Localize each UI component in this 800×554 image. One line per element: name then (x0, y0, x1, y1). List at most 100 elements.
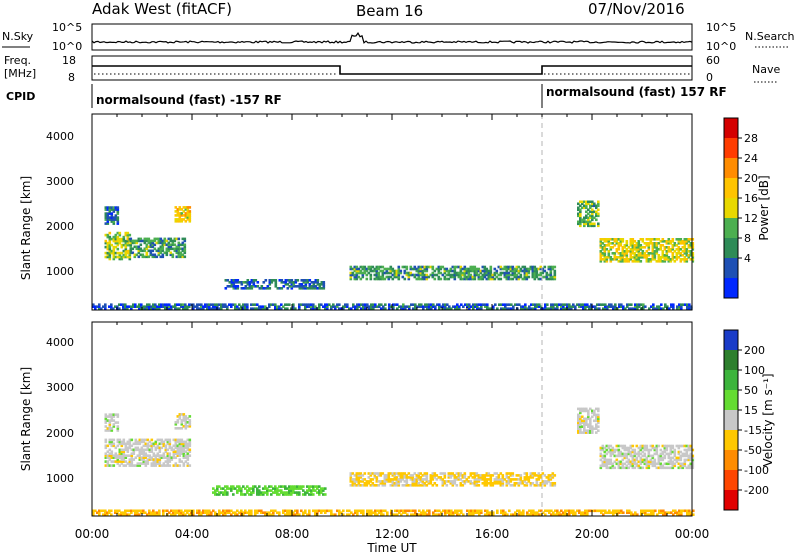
echo-cell (364, 303, 367, 306)
echo-cell (136, 513, 139, 516)
echo-cell (629, 446, 633, 450)
echo-cell (166, 452, 170, 455)
echo-cell (691, 464, 695, 468)
echo-cell (186, 214, 190, 217)
echo-cell (417, 478, 421, 481)
echo-cell (657, 260, 661, 263)
echo-cell (593, 210, 596, 214)
echo-cell (292, 285, 296, 288)
echo-cell (104, 255, 108, 259)
echo-cell (457, 265, 461, 269)
echo-cell (396, 509, 399, 513)
echo-cell (631, 462, 635, 466)
echo-cell (152, 513, 155, 516)
echo-cell (161, 247, 165, 251)
echo-cell (671, 254, 675, 257)
echo-cell (519, 482, 523, 485)
echo-cell (676, 511, 679, 514)
echo-cell (306, 491, 309, 494)
echo-cell (296, 487, 299, 490)
echo-cell (160, 454, 164, 457)
echo-cell (226, 307, 229, 310)
echo-cell (615, 238, 619, 241)
echo-cell (547, 478, 551, 481)
echo-cell (110, 216, 114, 219)
echo-cell (367, 476, 371, 479)
echo-cell (620, 509, 623, 513)
echo-cell (294, 307, 297, 310)
echo-cell (154, 307, 157, 310)
echo-cell (420, 513, 423, 516)
echo-cell (651, 446, 655, 450)
echo-cell (174, 220, 178, 223)
echo-cell (232, 485, 235, 488)
echo-cell (629, 444, 633, 448)
echo-cell (200, 513, 203, 516)
echo-cell (637, 452, 641, 456)
echo-cell (338, 509, 341, 513)
echo-cell (116, 438, 120, 442)
echo-cell (469, 472, 473, 475)
echo-cell (653, 446, 657, 450)
echo-cell (587, 222, 590, 226)
echo-cell (517, 484, 521, 487)
echo-cell (240, 511, 243, 514)
echo-cell (659, 448, 663, 452)
echo-cell (168, 440, 172, 444)
echo-cell (625, 250, 629, 253)
echo-cell (153, 243, 157, 247)
echo-cell (479, 478, 483, 481)
echo-cell (208, 511, 211, 514)
echo-cell (507, 476, 511, 479)
echo-cell (142, 305, 145, 308)
echo-cell (274, 491, 277, 494)
echo-cell (603, 238, 607, 241)
echo-cell (423, 474, 427, 477)
echo-cell (526, 511, 529, 514)
echo-cell (665, 256, 669, 259)
echo-cell (587, 218, 590, 222)
echo-cell (108, 425, 112, 428)
echo-cell (135, 239, 139, 243)
echo-cell (160, 442, 164, 446)
echo-cell (663, 462, 667, 466)
echo-cell (671, 464, 675, 468)
echo-cell (136, 509, 139, 513)
echo-cell (226, 509, 229, 513)
echo-cell (367, 480, 371, 483)
echo-cell (383, 271, 387, 275)
echo-cell (234, 513, 237, 516)
echo-cell (362, 305, 365, 308)
echo-cell (384, 307, 387, 310)
echo-cell (513, 478, 517, 481)
echo-cell (222, 493, 225, 496)
echo-cell (173, 247, 177, 251)
echo-cell (156, 511, 159, 514)
echo-cell (439, 271, 443, 275)
echo-cell (651, 250, 655, 253)
echo-cell (685, 248, 689, 251)
echo-cell (678, 511, 681, 514)
echo-cell (104, 214, 108, 217)
echo-cell (256, 487, 259, 490)
echo-cell (496, 511, 499, 514)
echo-cell (669, 448, 673, 452)
echo-cell (302, 281, 306, 284)
echo-cell (381, 273, 385, 277)
echo-cell (623, 466, 627, 470)
echo-cell (583, 427, 586, 430)
echo-cell (260, 511, 263, 514)
echo-cell (236, 485, 239, 488)
echo-cell (407, 476, 411, 479)
echo-cell (369, 269, 373, 273)
echo-cell (112, 237, 116, 241)
echo-cell (381, 269, 385, 273)
echo-cell (651, 242, 655, 245)
echo-cell (550, 513, 553, 516)
echo-cell (451, 474, 455, 477)
echo-cell (369, 275, 373, 279)
echo-cell (164, 460, 168, 463)
echo-cell (158, 511, 161, 514)
echo-cell (162, 452, 166, 455)
echo-cell (176, 464, 180, 467)
